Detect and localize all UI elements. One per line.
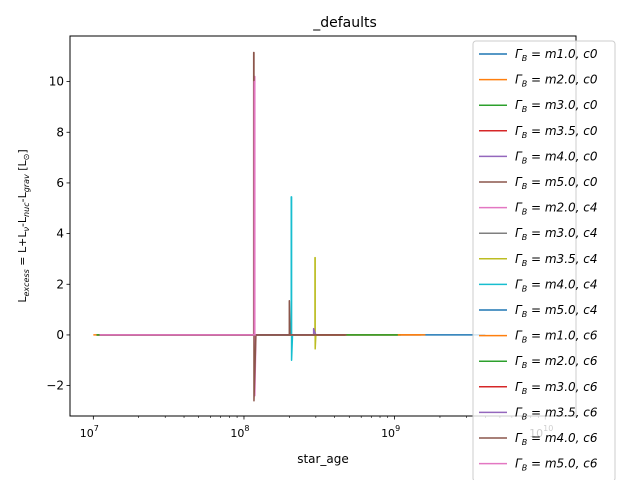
y-tick-label: 10	[49, 75, 64, 89]
legend-label: ΓB = m3.5, c4	[515, 252, 598, 268]
y-tick-label: −2	[46, 379, 64, 393]
legend-label: ΓB = m5.0, c6	[515, 457, 598, 473]
y-tick-label: 0	[56, 328, 64, 342]
legend-label: ΓB = m4.0, c0	[515, 149, 598, 165]
legend-label: ΓB = m3.5, c0	[515, 124, 598, 140]
y-tick-label: 4	[56, 227, 64, 241]
series-line-17	[99, 80, 256, 336]
y-tick-label: 6	[56, 176, 64, 190]
series-line-15	[99, 327, 317, 336]
y-axis: −2 0 2 4 6 8 10	[46, 75, 70, 393]
legend-label: ΓB = m2.0, c0	[515, 73, 598, 89]
legend-label: ΓB = m3.0, c0	[515, 98, 598, 114]
y-axis-label: Lexcess = L+Lν-Lnuc-Lgrav [L⊙]	[16, 149, 31, 302]
y-tick-label: 8	[56, 125, 64, 139]
plot-lines	[93, 51, 486, 402]
legend-label: ΓB = m3.5, c6	[515, 405, 598, 421]
chart-title: _defaults	[312, 15, 377, 31]
legend-label: ΓB = m1.0, c6	[515, 329, 598, 345]
legend-label: ΓB = m5.0, c0	[515, 175, 598, 191]
legend-label: ΓB = m4.0, c4	[515, 277, 598, 293]
legend-label: ΓB = m3.0, c4	[515, 226, 598, 242]
legend-label: ΓB = m2.0, c4	[515, 201, 598, 217]
x-tick-label: 109	[381, 424, 400, 440]
legend-label: ΓB = m5.0, c4	[515, 303, 598, 319]
series-line-10	[99, 196, 294, 362]
series-line-7	[99, 75, 257, 397]
legend: ΓB = m1.0, c0 ΓB = m2.0, c0 ΓB = m3.0, c0 Γ…	[472, 40, 616, 480]
series-line-16	[99, 51, 347, 402]
legend-box	[472, 40, 616, 480]
legend-label: ΓB = m3.0, c6	[515, 380, 598, 396]
legend-label: ΓB = m4.0, c6	[515, 431, 598, 447]
x-tick-label: 108	[230, 424, 249, 440]
x-tick-label: 107	[80, 424, 99, 440]
legend-label: ΓB = m1.0, c0	[515, 47, 598, 63]
x-axis-label: star_age	[297, 452, 349, 466]
legend-label: ΓB = m2.0, c6	[515, 354, 598, 370]
y-tick-label: 2	[56, 277, 64, 291]
